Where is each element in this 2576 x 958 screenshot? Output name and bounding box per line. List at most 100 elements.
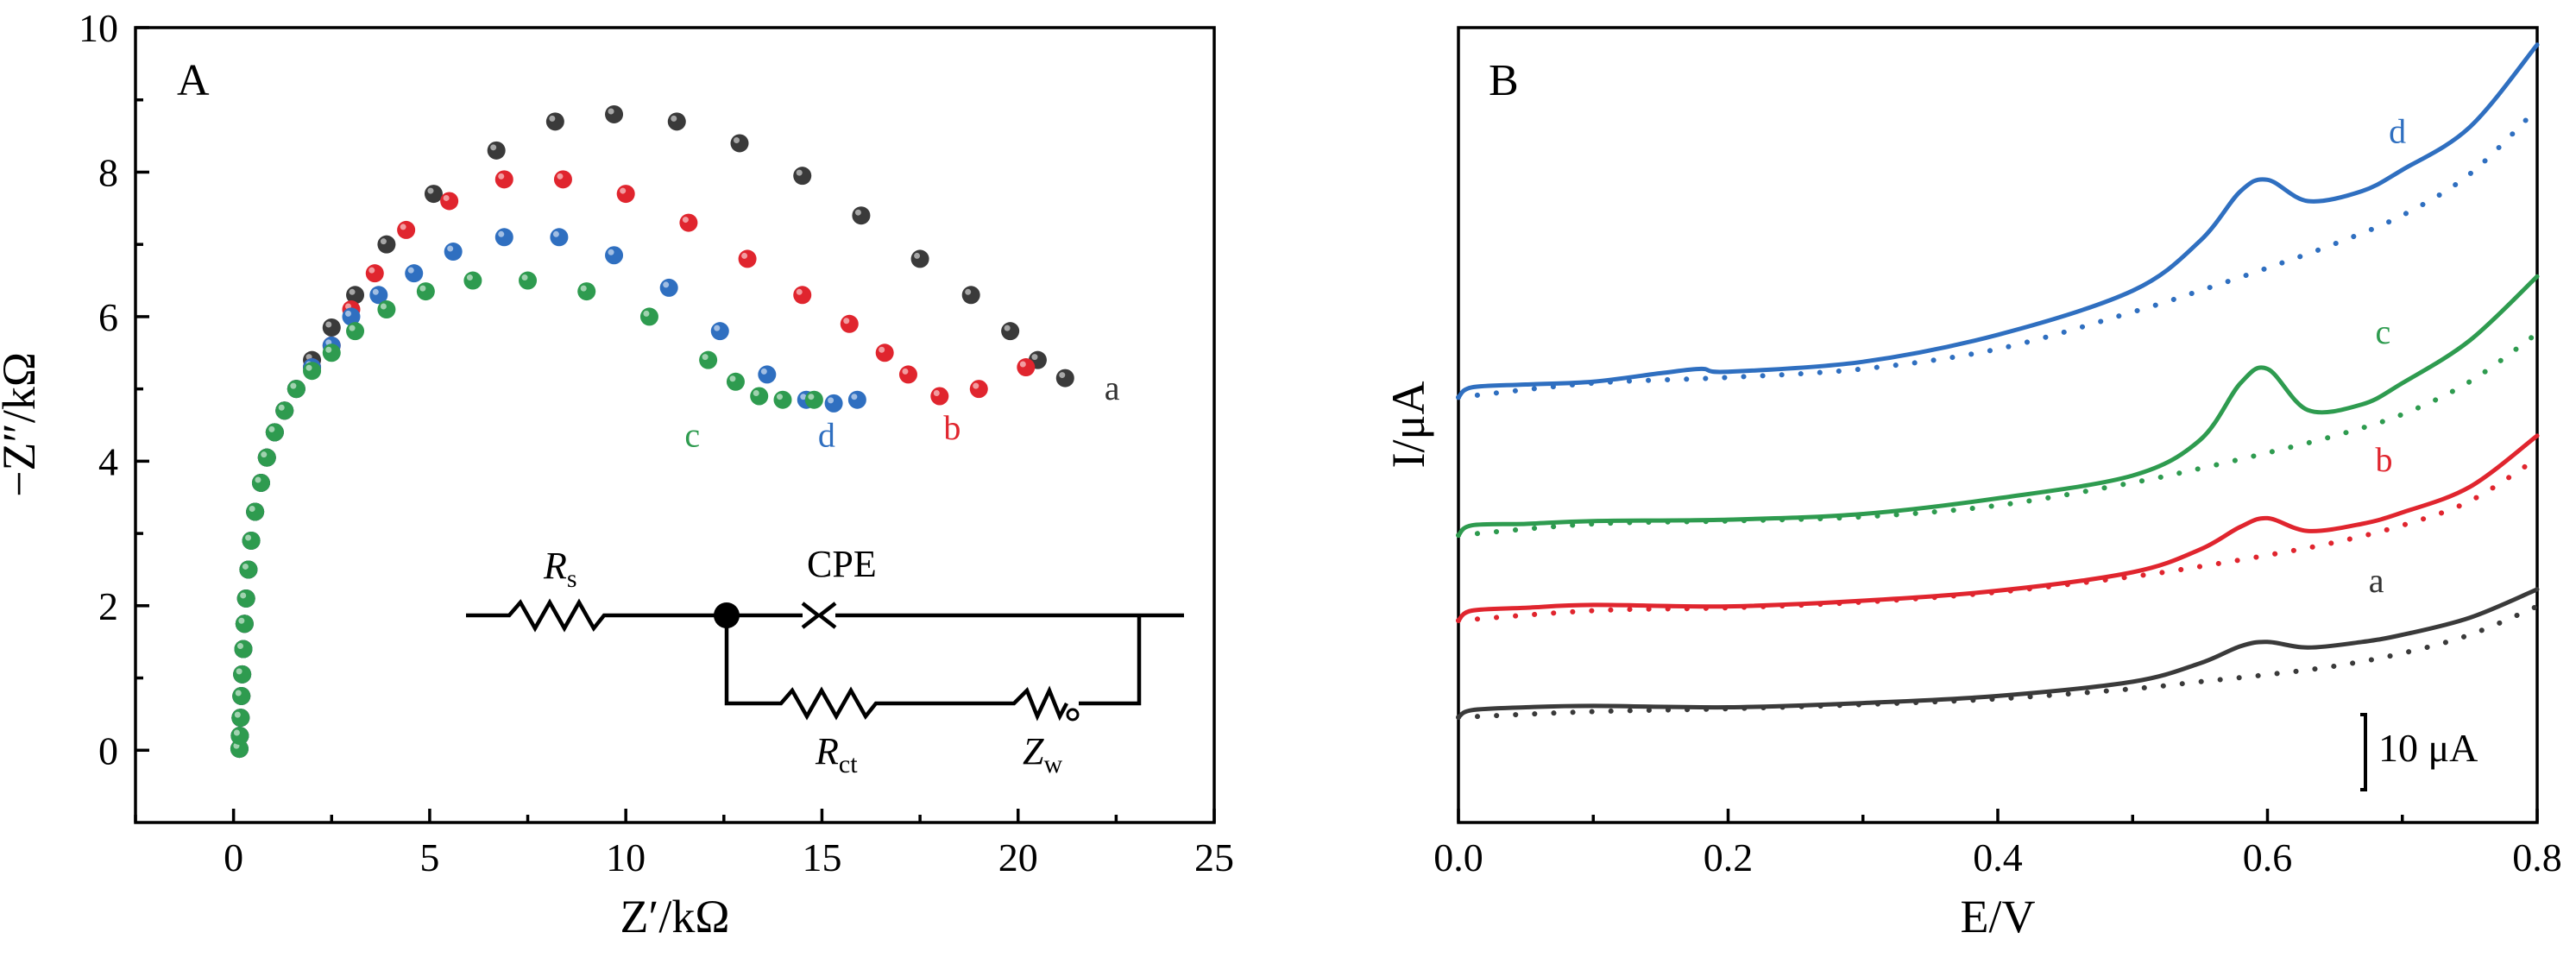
data-point	[679, 213, 698, 232]
panel-a-ytick-label: 10	[79, 6, 118, 50]
data-point	[377, 235, 396, 254]
rct-label: Rct	[815, 730, 858, 778]
data-point	[824, 394, 843, 413]
data-point	[405, 264, 424, 283]
data-point-highlight	[345, 310, 351, 317]
data-point	[1001, 322, 1020, 341]
panel-a-ytick-label: 4	[98, 439, 118, 483]
data-point	[233, 665, 252, 684]
data-point-highlight	[714, 325, 721, 331]
cpe-label: CPE	[807, 543, 877, 585]
data-point	[397, 220, 416, 239]
data-point-highlight	[242, 563, 249, 570]
data-point	[230, 727, 249, 746]
data-point-highlight	[734, 136, 740, 143]
data-point	[231, 709, 250, 728]
data-point-highlight	[305, 364, 312, 371]
data-point	[377, 300, 396, 319]
panel-b-xtick-label: 0.2	[1704, 835, 1754, 879]
panel-a-ytick-label: 2	[98, 584, 118, 628]
panel-a-xtick-label: 0	[224, 835, 243, 879]
curve-a-dotted	[1456, 603, 2540, 721]
data-point-highlight	[236, 668, 242, 675]
curve-label-b: b	[943, 408, 960, 447]
data-point-highlight	[1059, 372, 1066, 379]
data-point	[440, 192, 459, 211]
warburg-terminal	[1066, 708, 1080, 722]
data-point	[710, 322, 729, 341]
data-point	[365, 264, 384, 283]
panel-b-ylabel: I/μA	[1382, 381, 1434, 469]
data-point-highlight	[828, 397, 835, 404]
data-point-highlight	[608, 249, 614, 255]
data-point-highlight	[407, 267, 414, 274]
panel-a-xlabel: Z′/kΩ	[620, 891, 730, 942]
panel-a-ticks: 0 5 10 15 20 25 0 2 4 6 8 10	[79, 6, 1234, 879]
curve-c	[1456, 274, 2540, 538]
data-point	[616, 185, 635, 204]
equivalent-circuit: Rs CPE Rct Zw	[466, 543, 1184, 778]
data-point	[246, 502, 265, 521]
panel-b-xtick-label: 0.0	[1433, 835, 1483, 879]
data-point	[910, 249, 929, 268]
data-point	[519, 271, 538, 290]
data-point	[275, 401, 294, 420]
curve-label-b: b	[2376, 440, 2393, 479]
panel-a-ytick-label: 0	[98, 728, 118, 772]
data-point-highlight	[400, 224, 406, 230]
data-point	[545, 112, 564, 131]
data-point-highlight	[973, 382, 979, 389]
panel-a-ytick-label: 8	[98, 150, 118, 194]
data-point	[738, 249, 757, 268]
scale-bar-line	[2360, 713, 2367, 791]
data-point-highlight	[380, 238, 387, 245]
panel-a-label: A	[177, 56, 210, 105]
data-point-highlight	[368, 267, 375, 274]
data-point	[930, 387, 949, 406]
data-point	[487, 141, 506, 160]
data-point-highlight	[234, 711, 241, 718]
data-point-highlight	[1031, 354, 1038, 361]
data-point	[242, 531, 261, 550]
data-point-highlight	[372, 288, 379, 295]
data-point	[758, 365, 777, 384]
data-point-highlight	[498, 230, 505, 237]
data-point-highlight	[249, 505, 255, 512]
panel-b-curves	[1456, 42, 2540, 721]
data-point-highlight	[879, 346, 885, 353]
data-point-highlight	[245, 534, 252, 541]
data-point-highlight	[490, 144, 497, 151]
data-point-highlight	[233, 729, 240, 736]
data-point	[1055, 369, 1074, 388]
data-point	[553, 170, 572, 189]
data-point-highlight	[380, 303, 387, 310]
panel-b-xtick-label: 0.4	[1973, 835, 2023, 879]
data-point	[793, 167, 812, 186]
data-point-highlight	[682, 217, 689, 224]
data-point	[494, 228, 513, 247]
data-point-highlight	[933, 390, 940, 397]
circuit-wire-main	[466, 598, 725, 633]
curve-c-dotted	[1456, 331, 2540, 539]
data-point-highlight	[800, 394, 807, 400]
data-point	[424, 185, 443, 204]
data-point-highlight	[240, 592, 247, 599]
panel-a: A 0 5 10 15 20 25 0 2 4 6 8 10 a b c d Rs CPE Rct Zw Z…	[0, 6, 1234, 942]
data-point-highlight	[557, 173, 564, 180]
data-point-highlight	[808, 394, 815, 400]
curve-label-a: a	[1105, 369, 1120, 407]
data-point	[265, 423, 284, 442]
data-point-highlight	[965, 288, 972, 295]
data-point-highlight	[235, 690, 242, 696]
curve-label-c: c	[684, 416, 700, 455]
data-point-highlight	[261, 451, 268, 458]
curve-d-dotted	[1456, 105, 2540, 400]
panel-a-points	[230, 104, 1074, 759]
data-point-highlight	[290, 382, 297, 389]
data-point-highlight	[552, 230, 559, 237]
data-point	[251, 473, 270, 492]
data-point	[773, 390, 792, 409]
data-point-highlight	[851, 394, 858, 400]
data-point-highlight	[663, 281, 670, 288]
